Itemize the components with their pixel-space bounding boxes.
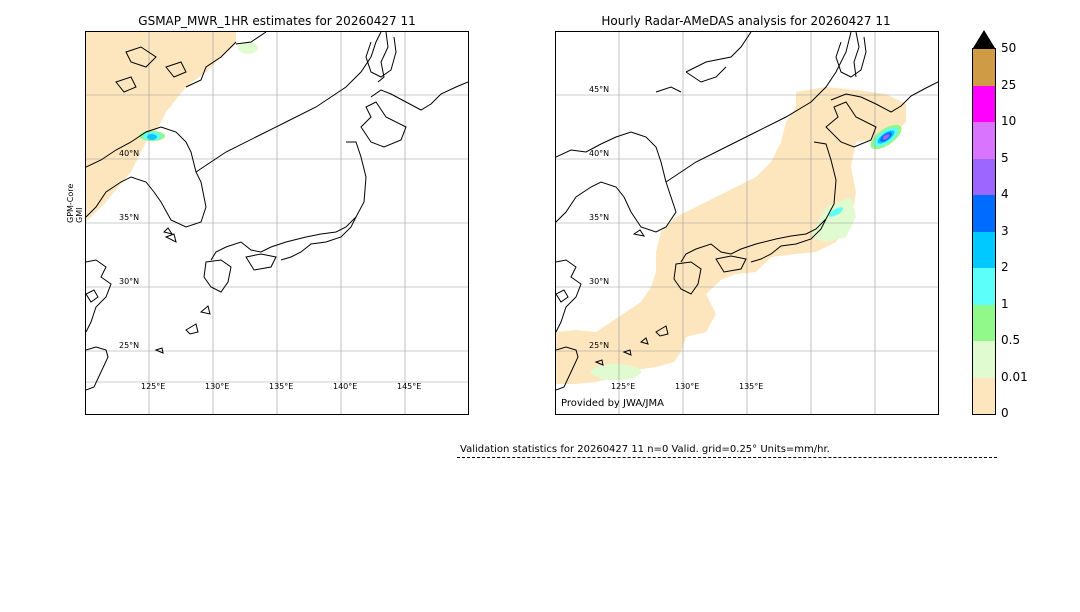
colorbar-tick-label: 5 [1001, 150, 1009, 165]
left-lon-label: 125°E [141, 382, 166, 391]
colorbar-tick-label: 10 [1001, 114, 1017, 128]
colorbar-segment [973, 341, 995, 378]
left-gridlines [86, 32, 468, 414]
right-lat-label: 40°N [589, 149, 610, 158]
left-panel-title: GSMAP_MWR_1HR estimates for 20260427 11 [138, 14, 416, 28]
validation-stats: Validation statistics for 20260427 11 n=… [460, 444, 830, 455]
left-lat-label: 35°N [119, 213, 140, 222]
colorbar-tick-label: 50 [1001, 41, 1017, 55]
colorbar-tick-label: 0 [1001, 406, 1009, 420]
colorbar-tick-label: 0.01 [1001, 369, 1028, 384]
right-precip-cyan [828, 207, 844, 217]
right-precip-green [811, 197, 856, 242]
colorbar-segment [973, 158, 995, 195]
left-coastlines [86, 32, 468, 391]
colorbar-tick-label: 3 [1001, 223, 1009, 238]
colorbar-segment [973, 377, 995, 414]
left-lon-label: 135°E [269, 382, 294, 391]
left-precip-blue [147, 134, 157, 140]
right-lat-label: 35°N [589, 213, 610, 222]
right-panel-title: Hourly Radar-AMeDAS analysis for 2026042… [601, 14, 891, 28]
right-lon-label: 130°E [675, 382, 700, 391]
validation-underline [457, 457, 997, 458]
left-lat-label: 30°N [119, 277, 140, 286]
left-lon-label: 145°E [397, 382, 422, 391]
data-credit: Provided by JWA/JMA [561, 398, 664, 409]
right-lat-label: 25°N [589, 341, 610, 350]
colorbar-segment [973, 268, 995, 305]
colorbar-segment [973, 304, 995, 341]
left-lon-label: 140°E [333, 382, 358, 391]
sensor-line1: GPM-Core [66, 183, 75, 223]
colorbar-segment [973, 49, 995, 86]
right-lon-label: 125°E [611, 382, 636, 391]
colorbar-tick-label: 2 [1001, 260, 1009, 274]
left-lat-label: 40°N [119, 149, 140, 158]
colorbar [972, 48, 996, 415]
right-coverage-area [556, 87, 906, 384]
colorbar-tick-label: 25 [1001, 77, 1017, 92]
colorbar-extend-triangle [973, 30, 995, 48]
right-precip-5 [882, 134, 890, 140]
right-map [555, 31, 939, 415]
right-lat-label: 45°N [589, 85, 610, 94]
left-map [85, 31, 469, 415]
right-lat-label: 30°N [589, 277, 610, 286]
colorbar-segment [973, 231, 995, 268]
right-coastlines [556, 32, 938, 391]
right-lon-label: 135°E [739, 382, 764, 391]
colorbar-tick-label: 1 [1001, 296, 1009, 311]
left-precip-green-2 [238, 42, 258, 54]
sensor-line2: GMI [75, 207, 84, 223]
left-lon-label: 130°E [205, 382, 230, 391]
left-sensor-label: GPM-Core GMI [66, 184, 84, 223]
right-gridlines [556, 32, 938, 414]
colorbar-segment [973, 122, 995, 159]
left-lat-label: 25°N [119, 341, 140, 350]
right-precip-green-2 [591, 364, 641, 380]
colorbar-tick-label: 4 [1001, 187, 1009, 201]
colorbar-segment [973, 195, 995, 232]
colorbar-segment [973, 85, 995, 122]
colorbar-tick-label: 0.5 [1001, 333, 1021, 347]
